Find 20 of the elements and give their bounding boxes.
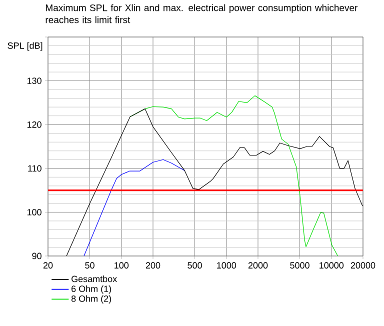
y-tick-label: 90 xyxy=(32,252,42,260)
y-tick-label: 100 xyxy=(27,209,42,216)
legend-label: 6 Ohm (1) xyxy=(72,285,112,294)
chart-title: Maximum SPL for Xlin and max. electrical power consumption whichever reaches its limit first xyxy=(46,4,358,24)
y-tick-label: 110 xyxy=(28,165,42,172)
x-tick-label: 5000 xyxy=(290,262,310,269)
x-tick-label: 100 xyxy=(114,262,129,269)
x-tick-label: 10000 xyxy=(320,262,344,269)
legend-label: Gesamtbox xyxy=(72,276,117,282)
x-tick-label: 50 xyxy=(85,262,94,269)
x-tick-label: 20000 xyxy=(350,262,376,269)
x-tick-label: 2000 xyxy=(248,262,268,269)
x-tick-label: 500 xyxy=(188,262,202,269)
x-tick-label: 1000 xyxy=(217,262,236,269)
y-axis-title: SPL [dB] xyxy=(8,42,42,51)
x-tick-label: 200 xyxy=(146,262,160,269)
y-tick-label: 120 xyxy=(27,121,42,128)
y-tick-label: 130 xyxy=(27,78,42,84)
legend-label: 8 Ohm (2) xyxy=(71,295,112,304)
x-tick-label: 20 xyxy=(43,262,53,269)
